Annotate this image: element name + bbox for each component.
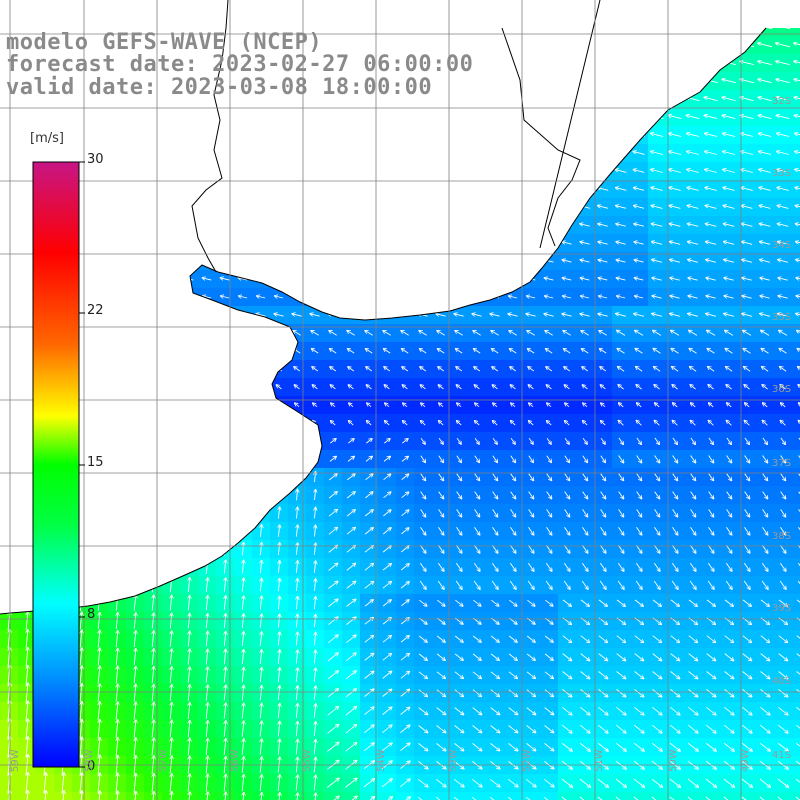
wind-speed-cell <box>792 576 800 595</box>
wind-speed-cell <box>468 792 487 800</box>
wind-speed-cell <box>792 72 800 91</box>
wind-speed-cell <box>792 252 800 271</box>
lat-label: 39S <box>772 603 792 614</box>
wind-speed-cell <box>774 792 793 800</box>
lat-label: 40S <box>772 676 792 687</box>
wind-speed-cell <box>792 360 800 379</box>
wind-speed-cell <box>702 792 721 800</box>
wind-speed-cell <box>792 522 800 541</box>
wind-speed-cell <box>540 792 559 800</box>
wind-speed-cell <box>324 792 343 800</box>
wind-speed-cell <box>792 36 800 55</box>
wind-speed-cell <box>432 792 451 800</box>
wind-speed-cell <box>792 684 800 703</box>
colorbar-tick-label: 30 <box>87 152 104 167</box>
wind-speed-cell <box>792 108 800 127</box>
wind-speed-cell <box>792 702 800 721</box>
colorbar-tick-label: 22 <box>87 303 104 318</box>
lat-label: 35S <box>772 312 792 323</box>
wind-speed-cell <box>792 198 800 217</box>
wind-speed-cell <box>630 792 649 800</box>
wind-speed-cell <box>792 306 800 325</box>
wind-speed-cell <box>792 270 800 289</box>
lat-label: 33S <box>772 168 792 179</box>
wind-speed-cell <box>792 378 800 397</box>
wind-speed-cell <box>756 792 775 800</box>
wind-speed-cell <box>792 450 800 469</box>
lat-label: 36S <box>772 384 792 395</box>
wind-speed-cell <box>792 648 800 667</box>
lon-label: 51W <box>594 749 605 772</box>
wind-speed-cell <box>792 90 800 109</box>
colorbar-tick-label: 8 <box>87 607 96 622</box>
wind-speed-cell <box>792 216 800 235</box>
wind-speed-cell <box>792 612 800 631</box>
wind-speed-cell <box>666 792 685 800</box>
wind-speed-cell <box>792 432 800 451</box>
wind-speed-cell <box>792 162 800 181</box>
lat-label: 34S <box>772 240 792 251</box>
wind-speed-cell <box>792 288 800 307</box>
wind-speed-cell <box>504 792 523 800</box>
wind-speed-cell <box>792 468 800 487</box>
wind-speed-cell <box>720 792 739 800</box>
wind-speed-cell <box>522 792 541 800</box>
wind-speed-cell <box>792 180 800 199</box>
lat-label: 38S <box>772 531 792 542</box>
lat-label: 41S <box>772 750 792 761</box>
wind-speed-cell <box>792 720 800 739</box>
wind-speed-cell <box>558 792 577 800</box>
wind-speed-cell <box>792 144 800 163</box>
wind-speed-cell <box>396 792 415 800</box>
lat-label: 32S <box>772 96 792 107</box>
wind-speed-cell <box>792 234 800 253</box>
wind-speed-cell <box>414 792 433 800</box>
lon-label: 53W <box>448 749 459 772</box>
wind-speed-cell <box>792 396 800 415</box>
wind-speed-cell <box>792 774 800 793</box>
wind-speed-cell <box>792 486 800 505</box>
wind-speed-cell <box>792 558 800 577</box>
lon-label: 49W <box>740 749 751 772</box>
lon-label: 55W <box>302 749 313 772</box>
colorbar-tick-label: 15 <box>87 455 104 470</box>
wind-speed-cell <box>792 342 800 361</box>
wind-speed-cell <box>792 594 800 613</box>
wind-speed-cell <box>684 792 703 800</box>
wind-speed-cell <box>792 666 800 685</box>
colorbar-gradient <box>32 161 80 768</box>
wind-speed-cell <box>792 414 800 433</box>
wind-speed-cell <box>792 504 800 523</box>
colorbar-unit: [m/s] <box>30 131 64 146</box>
wind-speed-cell <box>378 792 397 800</box>
lon-label: 56W <box>230 749 241 772</box>
lat-label: 37S <box>772 458 792 469</box>
wind-speed-cell <box>792 738 800 757</box>
wind-speed-cell <box>450 792 469 800</box>
wind-speed-cell <box>612 792 631 800</box>
lon-label: 59W <box>10 749 21 772</box>
wind-speed-cell <box>792 126 800 145</box>
lon-label: 52W <box>522 749 533 772</box>
wind-speed-cell <box>576 792 595 800</box>
valid-date: valid date: 2023-03-08 18:00:00 <box>6 75 433 100</box>
wind-speed-cell <box>342 792 361 800</box>
wind-speed-cell <box>594 792 613 800</box>
lon-label: 54W <box>376 749 387 772</box>
wind-speed-cell <box>792 54 800 73</box>
wind-speed-cell <box>792 630 800 649</box>
lon-label: 58W <box>84 749 95 772</box>
lon-label: 57W <box>158 749 169 772</box>
lon-label: 50W <box>668 749 679 772</box>
wind-speed-cell <box>648 792 667 800</box>
wind-speed-cell <box>792 540 800 559</box>
forecast-date: forecast date: 2023-02-27 06:00:00 <box>6 52 474 77</box>
wind-speed-cell <box>486 792 505 800</box>
